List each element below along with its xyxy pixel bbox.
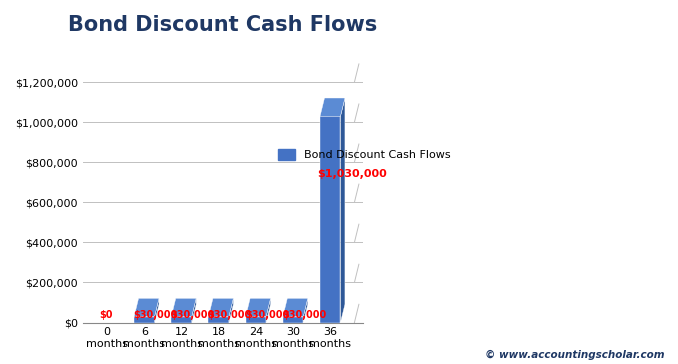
Polygon shape <box>245 298 271 317</box>
Title: Bond Discount Cash Flows: Bond Discount Cash Flows <box>68 15 378 35</box>
Legend: Bond Discount Cash Flows: Bond Discount Cash Flows <box>274 144 455 165</box>
Polygon shape <box>192 298 196 323</box>
Text: $30,000: $30,000 <box>134 310 178 320</box>
Polygon shape <box>283 298 308 317</box>
Text: $30,000: $30,000 <box>171 310 215 320</box>
Polygon shape <box>208 298 233 317</box>
Polygon shape <box>245 317 266 323</box>
Polygon shape <box>134 317 155 323</box>
Polygon shape <box>155 298 159 323</box>
Polygon shape <box>340 98 345 323</box>
Polygon shape <box>229 298 233 323</box>
Polygon shape <box>320 116 340 323</box>
Text: $30,000: $30,000 <box>282 310 326 320</box>
Polygon shape <box>172 298 196 317</box>
Text: $30,000: $30,000 <box>207 310 252 320</box>
Polygon shape <box>134 298 159 317</box>
Polygon shape <box>172 317 192 323</box>
Text: © www.accountingscholar.com: © www.accountingscholar.com <box>485 350 664 360</box>
Polygon shape <box>283 317 303 323</box>
Polygon shape <box>266 298 271 323</box>
Text: $0: $0 <box>99 310 113 320</box>
Polygon shape <box>320 98 345 116</box>
Polygon shape <box>208 317 229 323</box>
Polygon shape <box>303 298 308 323</box>
Text: $1,030,000: $1,030,000 <box>317 169 387 179</box>
Text: $30,000: $30,000 <box>245 310 290 320</box>
